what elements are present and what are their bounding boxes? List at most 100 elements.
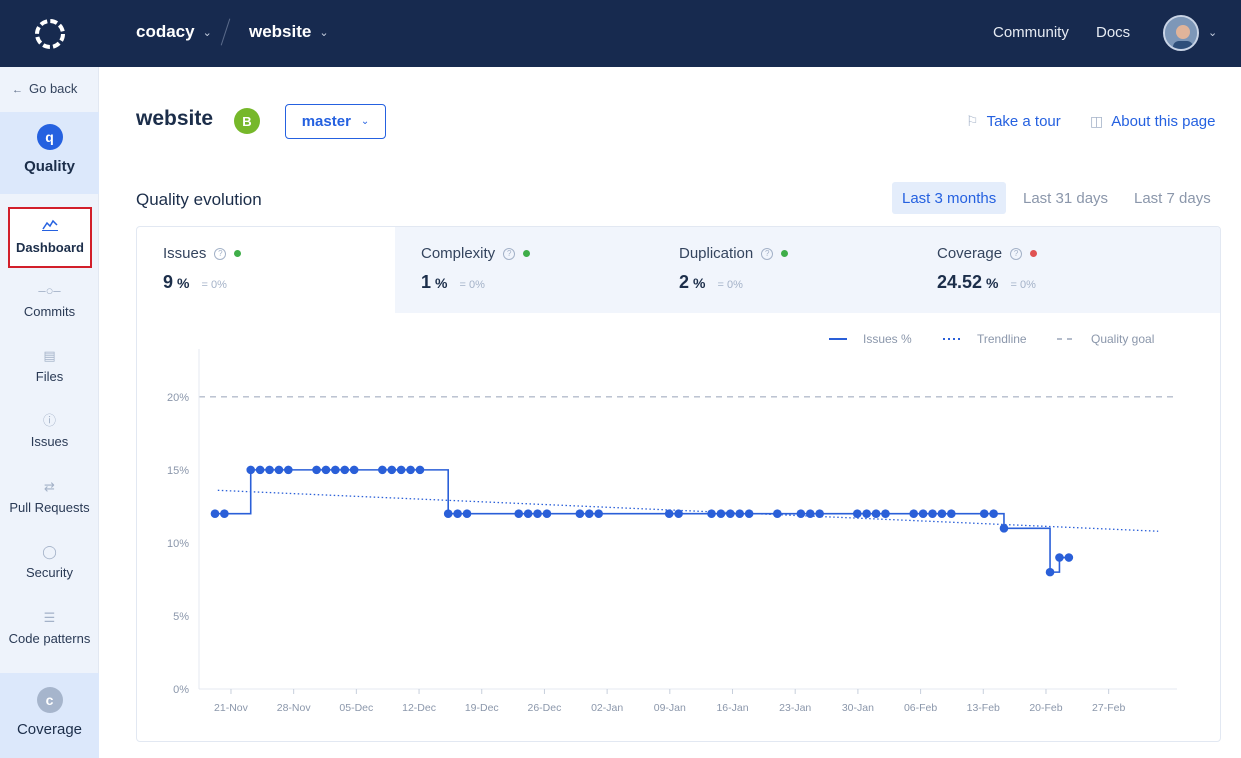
arrow-left-icon: ← — [12, 84, 23, 96]
data-point[interactable] — [716, 509, 726, 518]
data-point[interactable] — [918, 509, 928, 518]
data-point[interactable] — [862, 509, 871, 518]
data-point[interactable] — [523, 509, 533, 518]
chevron-down-icon[interactable]: ⌄ — [1208, 27, 1218, 39]
data-point[interactable] — [594, 509, 603, 518]
book-icon: ◫ — [1090, 113, 1104, 129]
help-icon[interactable]: ? — [214, 247, 227, 260]
avatar[interactable] — [1163, 15, 1199, 51]
data-point[interactable] — [815, 509, 824, 518]
range-last-31-days[interactable]: Last 31 days — [1023, 189, 1109, 207]
docs-link[interactable]: Docs — [1096, 24, 1131, 41]
data-point[interactable] — [664, 509, 674, 518]
sidebar-item-commits[interactable]: –○– Commits — [0, 280, 99, 319]
data-point[interactable] — [265, 465, 274, 475]
metric-coverage[interactable]: Coverage ? 24.52 % = 0% — [911, 227, 1220, 313]
data-point[interactable] — [378, 465, 387, 475]
metric-name: Coverage — [937, 245, 1003, 262]
data-point[interactable] — [443, 509, 453, 518]
data-point[interactable] — [989, 509, 998, 518]
data-point[interactable] — [1064, 553, 1074, 562]
x-tick-label: 09-Jan — [654, 702, 686, 714]
sidebar-item-files[interactable]: ▤ Files — [0, 345, 99, 384]
range-last-7-days[interactable]: Last 7 days — [1134, 189, 1211, 207]
help-icon[interactable]: ? — [761, 247, 774, 260]
x-tick-label: 20-Feb — [1029, 702, 1062, 714]
data-point[interactable] — [805, 509, 815, 518]
data-point[interactable] — [387, 465, 397, 475]
data-point[interactable] — [744, 509, 754, 518]
y-tick-label: 20% — [167, 392, 189, 404]
metric-name: Issues — [163, 245, 207, 262]
data-point[interactable] — [514, 509, 524, 518]
data-point[interactable] — [220, 509, 229, 518]
data-point[interactable] — [284, 465, 293, 475]
metric-unit: % — [435, 275, 448, 291]
about-page-link[interactable]: ◫ About this page — [1090, 113, 1215, 130]
data-point[interactable] — [312, 465, 321, 475]
sidebar-item-issues[interactable]: ⓘ Issues — [0, 410, 99, 449]
data-point[interactable] — [246, 465, 256, 475]
data-point[interactable] — [584, 509, 594, 518]
data-point[interactable] — [453, 509, 462, 518]
data-point[interactable] — [415, 465, 425, 475]
data-point[interactable] — [999, 524, 1009, 533]
data-point[interactable] — [321, 465, 331, 475]
codacy-logo[interactable] — [0, 0, 99, 67]
sidebar-item-security[interactable]: ◯ Security — [0, 541, 99, 580]
sidebar-item-pull-requests[interactable]: ⇄ Pull Requests — [0, 476, 99, 515]
data-point[interactable] — [542, 509, 552, 518]
metric-delta: = 0% — [459, 279, 485, 291]
data-point[interactable] — [947, 509, 956, 518]
data-point[interactable] — [349, 465, 359, 475]
data-point[interactable] — [396, 465, 406, 475]
issues-series — [210, 465, 1074, 577]
range-last-3-months[interactable]: Last 3 months — [892, 182, 1007, 214]
data-point[interactable] — [255, 465, 265, 475]
help-icon[interactable]: ? — [503, 247, 516, 260]
data-point[interactable] — [210, 509, 220, 518]
data-point[interactable] — [735, 509, 745, 518]
go-back-label: Go back — [29, 81, 78, 96]
coverage-section[interactable]: c Coverage — [0, 673, 99, 758]
data-point[interactable] — [575, 509, 585, 518]
repo-selector[interactable]: website ⌄ — [249, 22, 329, 42]
metric-delta: = 0% — [717, 279, 743, 291]
sidebar-item-code-patterns[interactable]: ☰ Code patterns — [0, 607, 99, 646]
metric-duplication[interactable]: Duplication ? 2 % = 0% — [653, 227, 911, 313]
org-selector[interactable]: codacy ⌄ — [136, 22, 212, 42]
data-point[interactable] — [1045, 567, 1055, 577]
data-point[interactable] — [674, 509, 683, 518]
branch-selector[interactable]: master ⌄ — [285, 104, 386, 139]
x-tick-label: 21-Nov — [214, 702, 249, 714]
branch-name: master — [301, 113, 351, 130]
data-point[interactable] — [331, 465, 340, 475]
help-icon[interactable]: ? — [1010, 247, 1023, 260]
metric-complexity[interactable]: Complexity ? 1 % = 0% — [395, 227, 653, 313]
go-back-link[interactable]: ← Go back — [12, 81, 77, 96]
top-bar: codacy ⌄ website ⌄ Community Docs ⌄ — [0, 0, 1241, 67]
take-tour-link[interactable]: ⚐ Take a tour — [966, 113, 1061, 130]
data-point[interactable] — [274, 465, 284, 475]
data-point[interactable] — [928, 509, 937, 518]
data-point[interactable] — [406, 465, 415, 475]
y-tick-label: 10% — [167, 538, 189, 550]
data-point[interactable] — [533, 509, 542, 518]
data-point[interactable] — [726, 509, 735, 518]
data-point[interactable] — [796, 509, 806, 518]
data-point[interactable] — [979, 509, 989, 518]
data-point[interactable] — [707, 509, 716, 518]
quality-section[interactable]: q Quality — [0, 112, 99, 194]
data-point[interactable] — [773, 509, 782, 518]
metric-issues[interactable]: Issues ? 9 % = 0% — [137, 227, 395, 313]
sidebar-item-dashboard[interactable]: Dashboard — [8, 207, 92, 268]
data-point[interactable] — [1055, 553, 1064, 562]
data-point[interactable] — [937, 509, 947, 518]
data-point[interactable] — [462, 509, 472, 518]
data-point[interactable] — [852, 509, 862, 518]
data-point[interactable] — [881, 509, 890, 518]
data-point[interactable] — [909, 509, 918, 518]
data-point[interactable] — [871, 509, 881, 518]
community-link[interactable]: Community — [993, 24, 1069, 41]
data-point[interactable] — [340, 465, 350, 475]
